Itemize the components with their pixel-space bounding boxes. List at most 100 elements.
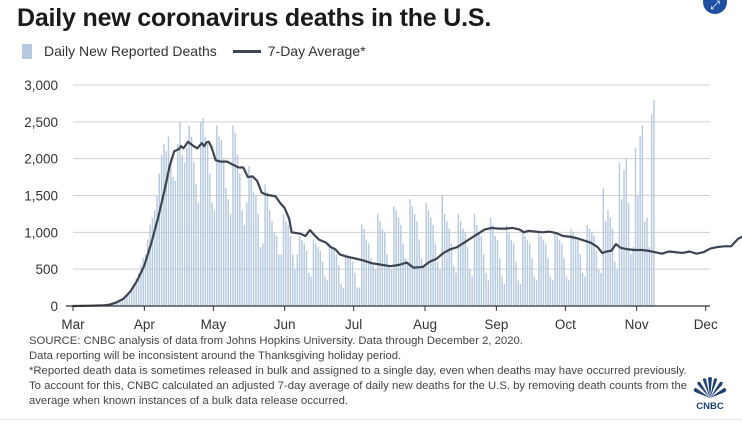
daily-bar — [165, 151, 167, 306]
daily-bar — [151, 217, 154, 306]
daily-bar — [436, 261, 439, 306]
legend-bar-swatch — [22, 43, 32, 59]
daily-bar — [142, 258, 144, 306]
x-tick-label: Nov — [625, 317, 649, 332]
daily-bar — [563, 258, 565, 306]
x-tick-label: Apr — [134, 317, 156, 332]
daily-bar — [409, 199, 411, 306]
axes: 0 500 1,000 1,500 2,000 2,500 3,000 Mar Apr May Ju… — [24, 78, 718, 332]
daily-bar — [303, 243, 305, 306]
daily-bar — [390, 269, 393, 306]
daily-bar — [501, 276, 503, 306]
daily-bar — [644, 221, 646, 306]
daily-bar — [278, 254, 280, 306]
daily-bar — [301, 239, 303, 306]
daily-bar — [126, 296, 128, 306]
daily-bar — [287, 224, 289, 306]
daily-bar — [464, 232, 466, 306]
daily-bar — [347, 254, 349, 306]
daily-bar — [179, 121, 181, 306]
daily-bar — [117, 302, 119, 306]
daily-bar — [595, 250, 598, 306]
daily-bar — [542, 239, 545, 306]
daily-bar — [372, 265, 374, 306]
daily-bar — [517, 280, 519, 306]
share-icon[interactable]: ⤢ — [703, 0, 727, 14]
daily-bar — [416, 221, 418, 306]
daily-bar — [335, 254, 338, 306]
daily-bar — [206, 143, 209, 306]
daily-bar — [319, 250, 322, 306]
daily-bar — [489, 217, 492, 306]
daily-bar — [646, 217, 648, 306]
daily-bar — [549, 276, 552, 306]
daily-bar — [340, 283, 342, 306]
daily-bar — [197, 202, 200, 306]
daily-bar — [257, 213, 259, 306]
y-tick-label: 1,500 — [24, 189, 58, 204]
daily-bar — [358, 287, 361, 306]
daily-bar — [160, 154, 163, 306]
daily-bar — [404, 258, 407, 306]
daily-bar — [609, 217, 611, 306]
daily-bar — [586, 224, 588, 306]
daily-bar — [241, 210, 243, 306]
daily-bar — [294, 269, 296, 306]
daily-bar — [248, 166, 250, 306]
daily-bar — [128, 294, 131, 306]
daily-bar — [292, 254, 294, 306]
daily-bar — [245, 202, 248, 306]
daily-bar — [540, 236, 542, 306]
daily-bar — [326, 280, 328, 306]
daily-bar — [216, 125, 218, 307]
daily-bar — [632, 247, 634, 306]
daily-bar — [289, 236, 292, 306]
daily-bar — [568, 280, 570, 306]
daily-bar — [627, 202, 630, 306]
daily-bar — [581, 272, 584, 306]
daily-bar — [170, 158, 172, 306]
daily-bar — [496, 239, 499, 306]
daily-bar — [531, 258, 533, 306]
seven-day-average-line — [71, 140, 742, 308]
daily-bar — [522, 232, 524, 306]
daily-bar — [144, 254, 147, 306]
x-tick-label: Oct — [555, 317, 576, 332]
daily-bar — [446, 221, 448, 306]
daily-bar — [515, 261, 517, 306]
daily-bar — [225, 188, 227, 306]
daily-bar — [266, 191, 269, 306]
daily-bar — [351, 261, 354, 306]
daily-bar — [135, 278, 137, 306]
daily-bar — [607, 210, 609, 306]
daily-bar — [282, 213, 285, 306]
daily-bar — [551, 280, 554, 306]
daily-bar — [174, 180, 177, 306]
daily-bar — [519, 283, 522, 306]
y-tick-label: 2,000 — [24, 152, 58, 167]
method-note: *Reported death data is sometimes releas… — [29, 365, 688, 407]
daily-bar — [384, 232, 386, 306]
daily-bar — [264, 184, 266, 306]
daily-bar — [317, 247, 319, 306]
daily-bar — [158, 173, 160, 306]
daily-bar — [593, 236, 595, 306]
daily-bar — [411, 206, 414, 306]
seven-day-average — [71, 140, 742, 308]
daily-bar — [524, 236, 526, 306]
daily-bar — [462, 228, 464, 306]
daily-bar — [354, 272, 356, 306]
daily-bar — [476, 224, 478, 306]
daily-bar — [535, 280, 538, 306]
daily-bar — [202, 118, 204, 307]
chart-title: Daily new coronavirus deaths in the U.S. — [17, 4, 492, 32]
daily-bar — [432, 224, 434, 306]
daily-bar — [285, 221, 287, 306]
daily-bar — [386, 254, 388, 306]
source-note: SOURCE: CNBC analysis of data from Johns… — [29, 335, 523, 347]
cnbc-logo-text: CNBC — [696, 401, 724, 411]
daily-bar — [269, 210, 271, 306]
daily-bar — [572, 232, 575, 306]
daily-bar — [434, 243, 437, 306]
daily-bar — [473, 213, 476, 306]
